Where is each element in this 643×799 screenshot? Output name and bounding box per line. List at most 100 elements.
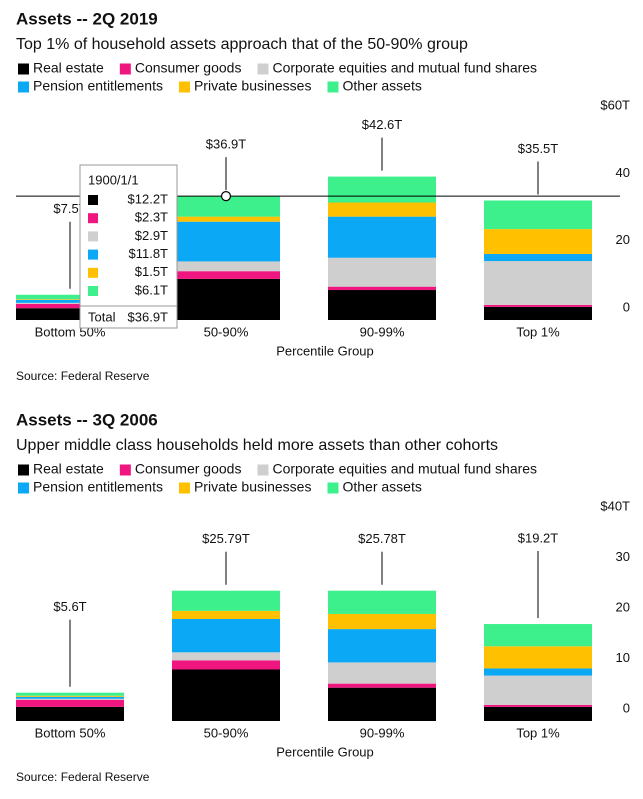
bar-segment [172,216,280,222]
tooltip-total: $36.9T [128,309,169,324]
legend-swatch [327,482,339,494]
tooltip-value: $11.8T [128,246,168,261]
bar-segment [328,629,436,663]
bar-segment [16,692,124,696]
bar-segment [484,704,592,707]
tooltip-title: 1900/1/1 [88,172,139,187]
bar-segment [16,698,124,700]
legend-item: Pension entitlements [18,479,163,495]
tooltip: 1900/1/1 $12.2T $2.3T $2.9T $11.8T $1.5T $6.1T… [79,164,178,329]
bar-segment [172,610,280,619]
y-tick-label: 40 [616,165,630,180]
bar-segment [328,290,436,320]
bar-segment [16,699,124,707]
chart-subtitle: Top 1% of household assets approach that… [16,36,468,53]
bar-segment [328,286,436,291]
legend-label: Real estate [33,461,104,477]
legend-item: Corporate equities and mutual fund share… [257,60,537,76]
y-tick-label: 10 [616,650,630,665]
bar-segment [484,304,592,307]
bar-segment [16,294,124,300]
x-tick-label: 50-90% [204,324,249,339]
y-tick-label: 30 [616,549,630,564]
total-label: $25.79T [202,531,250,546]
legend-item: Pension entitlements [18,78,163,94]
bar-segment [328,662,436,684]
tooltip-swatch [88,249,98,260]
bar-segment [484,254,592,262]
x-axis-title: Percentile Group [276,744,374,759]
y-tick-label: $40T [600,498,630,513]
bar-segment [484,261,592,305]
legend-label: Pension entitlements [33,78,163,94]
bar-segment [16,308,124,320]
legend-swatch [18,63,29,75]
bar-segment [172,271,280,279]
tooltip-swatch [88,231,98,242]
y-tick-label: 20 [616,232,630,247]
total-label: $35.5T [518,141,559,156]
legend-item: Real estate [18,461,104,477]
tooltip-swatch [88,195,98,205]
legend-swatch [18,464,29,476]
bar-segment [484,646,592,669]
legend-swatch [178,81,190,93]
legend-item: Private businesses [178,78,312,94]
bar-segment [328,590,436,614]
total-label: $19.2T [518,530,559,545]
legend-label: Consumer goods [135,461,242,477]
bar-segment [328,202,436,217]
legend-swatch [327,81,339,93]
legend-label: Corporate equities and mutual fund share… [272,461,537,477]
y-tick-label: 20 [616,599,630,614]
bar-segment [172,669,280,721]
legend-label: Corporate equities and mutual fund share… [272,60,537,76]
legend-swatch [257,464,269,476]
legend-swatch [18,81,29,93]
bar-segment [484,675,592,705]
bar-segment [328,176,436,203]
bar-segment [16,303,124,309]
chart-subtitle: Upper middle class households held more … [16,437,498,454]
bar-segment [328,613,436,630]
legend-item: Private businesses [178,479,311,495]
bar-segment [172,261,280,272]
bar-segment [16,695,124,697]
legend-item: Consumer goods [119,60,242,76]
bar-segment [484,668,592,676]
bar-segment [484,624,592,647]
bar-segment [172,652,280,661]
legend-swatch [257,63,269,75]
x-axis-title: Percentile Group [276,343,374,358]
tooltip-value: $12.2T [128,191,169,206]
x-tick-label: 90-99% [360,324,405,339]
bar-segment [172,660,280,670]
bar-segment [16,299,124,303]
tooltip-swatch [88,213,98,224]
legend-label: Consumer goods [135,60,242,76]
legend-label: Real estate [33,60,104,76]
legend-item: Other assets [327,78,422,94]
bar-segment [172,278,280,320]
bar-segment [328,683,436,688]
legend-item: Corporate equities and mutual fund share… [257,461,537,477]
legend-label: Private businesses [194,78,312,94]
bar-segment [172,618,280,653]
tooltip-value: $1.5T [135,264,168,279]
bar-segment [328,687,436,721]
tooltip-value: $6.1T [135,282,168,297]
chart-title: Assets -- 3Q 2006 [16,410,158,429]
total-label: $42.6T [362,117,403,132]
legend-swatch [178,482,190,494]
source: Source: Federal Reserve [16,770,150,784]
x-tick-label: Top 1% [516,725,560,740]
legend-item: Consumer goods [119,461,242,477]
legend-label: Pension entitlements [33,479,163,495]
legend-item: Real estate [18,60,104,76]
bar-segment [328,257,436,287]
legend-swatch [119,464,131,476]
legend-swatch [18,482,29,494]
bar-segment [16,299,124,300]
legend-swatch [119,63,131,75]
bar-segment [172,590,280,611]
